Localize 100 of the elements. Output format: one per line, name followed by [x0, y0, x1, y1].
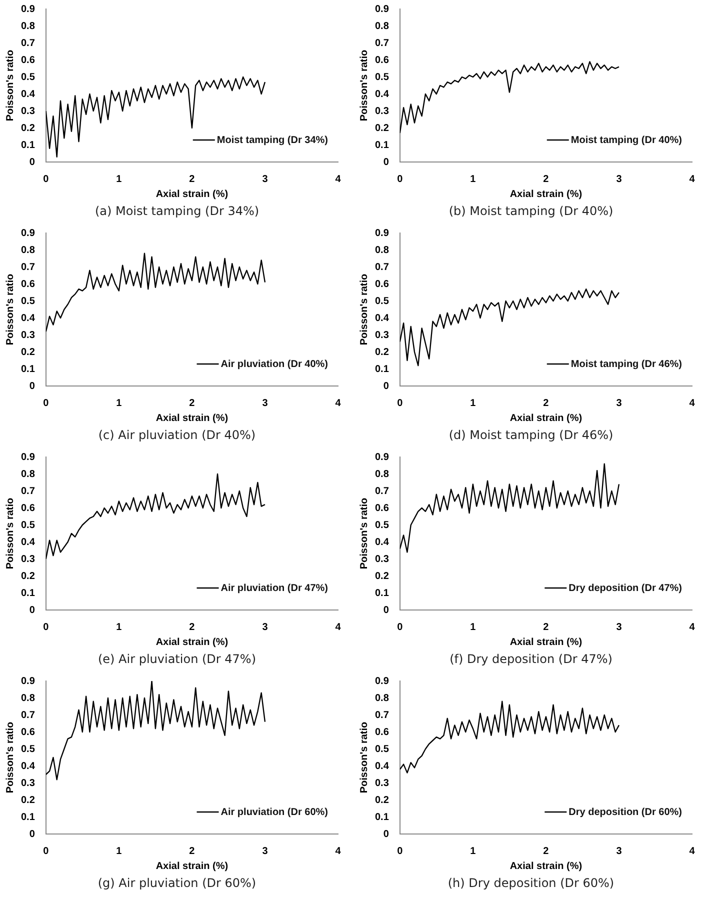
text: (d) Moist tamping (Dr 46%) — [448, 427, 614, 444]
y-tick-label: 0.6 — [20, 54, 36, 66]
y-tick-label: 0.7 — [374, 262, 390, 273]
y-tick-label: 0.6 — [20, 278, 36, 290]
x-axis-title: Axial strain (%) — [510, 412, 582, 424]
y-tick-label: 0 — [29, 156, 36, 168]
y-tick-label: 0.1 — [374, 364, 390, 375]
y-axis-title: Poisson's ratio — [4, 50, 16, 122]
x-tick-label: 0 — [43, 846, 50, 857]
y-tick-label: 0.9 — [374, 676, 390, 687]
y-tick-label: 0.9 — [20, 4, 36, 15]
x-tick-label: 2 — [189, 398, 196, 409]
x-tick-label: 4 — [335, 174, 342, 185]
x-tick-label: 1 — [470, 174, 476, 185]
y-tick-label: 0.6 — [20, 726, 36, 738]
y-tick-label: 0.2 — [374, 122, 390, 134]
text: (g) Air pluviation (Dr 60%) — [96, 875, 258, 892]
x-tick-label: 1 — [470, 398, 476, 409]
x-tick-label: 1 — [470, 846, 476, 857]
x-tick-label: 3 — [616, 846, 622, 857]
x-axis-title: Axial strain (%) — [510, 636, 582, 648]
y-tick-label: 0.6 — [374, 278, 390, 290]
y-tick-label: 0.8 — [374, 244, 390, 256]
x-tick-label: 1 — [116, 622, 122, 633]
y-tick-label: 0.2 — [20, 794, 36, 806]
y-tick-label: 0.2 — [20, 570, 36, 582]
y-tick-label: 0.9 — [20, 676, 36, 687]
x-tick-label: 2 — [189, 174, 196, 185]
x-axis-title: Axial strain (%) — [156, 412, 228, 424]
y-tick-label: 0.1 — [20, 588, 36, 599]
y-tick-label: 0.8 — [20, 20, 36, 32]
y-tick-label: 0.5 — [374, 72, 390, 83]
y-tick-label: 0.8 — [20, 468, 36, 480]
y-tick-label: 0.7 — [20, 710, 36, 721]
x-axis-title: Axial strain (%) — [510, 860, 582, 872]
y-tick-label: 0.7 — [20, 486, 36, 497]
y-tick-label: 0 — [383, 828, 390, 840]
y-tick-label: 0.1 — [20, 364, 36, 375]
text: (f) Dry deposition (Dr 47%) — [448, 651, 614, 668]
legend-label: Dry deposition (Dr 47%) — [568, 582, 682, 594]
y-tick-label: 0.7 — [374, 710, 390, 721]
x-tick-label: 4 — [689, 174, 696, 185]
y-tick-label: 0.4 — [20, 760, 36, 772]
y-tick-label: 0.6 — [374, 54, 390, 66]
y-tick-label: 0.9 — [374, 228, 390, 239]
y-tick-label: 0.8 — [20, 244, 36, 256]
y-tick-label: 0 — [383, 604, 390, 616]
x-tick-label: 2 — [543, 398, 550, 409]
y-tick-label: 0.6 — [374, 726, 390, 738]
legend-label: Moist tamping (Dr 40%) — [570, 134, 682, 146]
y-tick-label: 0.4 — [20, 88, 36, 100]
y-tick-label: 0.4 — [374, 312, 390, 324]
y-axis-title: Poisson's ratio — [4, 498, 16, 570]
y-tick-label: 0.5 — [374, 744, 390, 755]
y-tick-label: 0 — [383, 380, 390, 392]
y-tick-label: 0.7 — [20, 262, 36, 273]
y-tick-label: 0.2 — [374, 794, 390, 806]
text: (h) Dry deposition (Dr 60%) — [446, 875, 616, 892]
x-tick-label: 2 — [189, 846, 196, 857]
x-tick-label: 4 — [689, 398, 696, 409]
y-tick-label: 0.5 — [20, 744, 36, 755]
y-tick-label: 0.5 — [20, 520, 36, 531]
x-tick-label: 0 — [397, 174, 404, 185]
y-tick-label: 0.9 — [20, 228, 36, 239]
x-tick-label: 3 — [262, 846, 268, 857]
x-tick-label: 3 — [616, 174, 622, 185]
y-tick-label: 0.1 — [374, 140, 390, 151]
x-axis-title: Axial strain (%) — [156, 860, 228, 872]
y-tick-label: 0.3 — [20, 778, 36, 789]
y-tick-label: 0.4 — [20, 536, 36, 548]
y-tick-label: 0.8 — [374, 20, 390, 32]
x-tick-label: 4 — [335, 398, 342, 409]
y-tick-label: 0.3 — [374, 106, 390, 117]
y-tick-label: 0.4 — [374, 760, 390, 772]
y-tick-label: 0.3 — [374, 554, 390, 565]
x-tick-label: 0 — [43, 174, 50, 185]
y-tick-label: 0.3 — [374, 778, 390, 789]
y-tick-label: 0.7 — [20, 38, 36, 49]
x-axis-title: Axial strain (%) — [156, 188, 228, 200]
x-tick-label: 1 — [116, 398, 122, 409]
y-tick-label: 0.9 — [374, 4, 390, 15]
y-tick-label: 0.4 — [374, 536, 390, 548]
y-tick-label: 0.8 — [374, 692, 390, 704]
x-tick-label: 4 — [335, 846, 342, 857]
y-tick-label: 0.3 — [20, 330, 36, 341]
x-tick-label: 3 — [262, 622, 268, 633]
y-tick-label: 0.8 — [374, 468, 390, 480]
x-tick-label: 1 — [470, 622, 476, 633]
x-tick-label: 0 — [397, 846, 404, 857]
y-tick-label: 0.9 — [20, 452, 36, 463]
y-tick-label: 0.3 — [374, 330, 390, 341]
y-tick-label: 0.5 — [374, 296, 390, 307]
y-tick-label: 0.1 — [20, 812, 36, 823]
x-tick-label: 3 — [262, 398, 268, 409]
y-tick-label: 0 — [383, 156, 390, 168]
text: (b) Moist tamping (Dr 40%) — [448, 203, 614, 220]
y-tick-label: 0.1 — [20, 140, 36, 151]
y-tick-label: 0.6 — [374, 502, 390, 514]
y-tick-label: 0.6 — [20, 502, 36, 514]
legend-label: Air pluviation (Dr 40%) — [220, 358, 328, 370]
